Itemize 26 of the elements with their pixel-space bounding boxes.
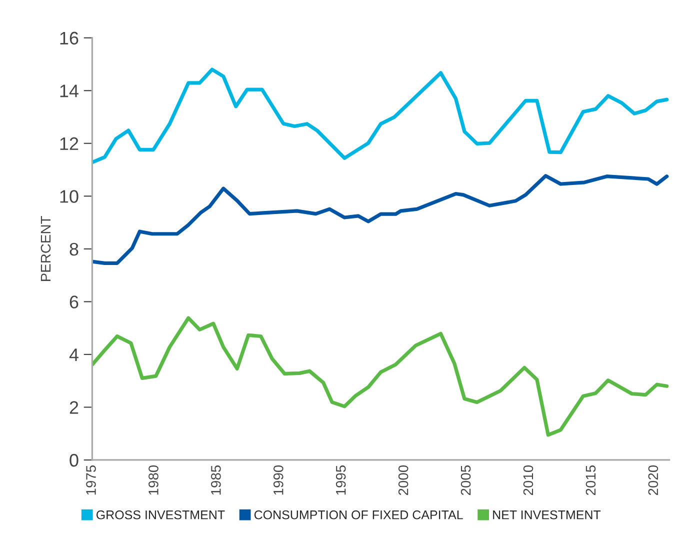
x-tick-label: 2010 <box>523 465 534 496</box>
y-tick-label: 12 <box>60 137 78 150</box>
y-tick-label: 10 <box>60 190 78 203</box>
line-series <box>92 68 669 164</box>
legend-label: GROSS INVESTMENT <box>96 510 225 520</box>
y-tick-label: 6 <box>70 296 78 308</box>
y-tick-label: 4 <box>69 348 78 361</box>
legend-label: CONSUMPTION OF FIXED CAPITAL <box>254 510 463 520</box>
x-tick-label: 1985 <box>211 465 221 495</box>
y-tick-label: 16 <box>60 32 78 45</box>
x-tick-label: 1995 <box>336 465 346 495</box>
line-series <box>92 316 669 437</box>
legend-label: NET INVESTMENT <box>493 510 601 520</box>
x-tick-label: 1980 <box>148 465 158 495</box>
y-tick-label: 8 <box>70 242 78 256</box>
x-tick-label: 2000 <box>398 465 408 496</box>
x-tick-label: 2015 <box>586 465 596 496</box>
x-tick-label: 2005 <box>460 465 471 496</box>
y-axis-title: PERCENT <box>40 216 51 281</box>
x-tick-label: 2020 <box>648 465 658 496</box>
y-tick-label: 0 <box>70 454 78 467</box>
y-tick-label: 2 <box>70 401 78 414</box>
x-tick-label: 1975 <box>86 465 96 495</box>
x-tick-label: 1990 <box>273 465 284 495</box>
y-tick-label: 14 <box>60 84 78 98</box>
line-series <box>92 174 669 265</box>
